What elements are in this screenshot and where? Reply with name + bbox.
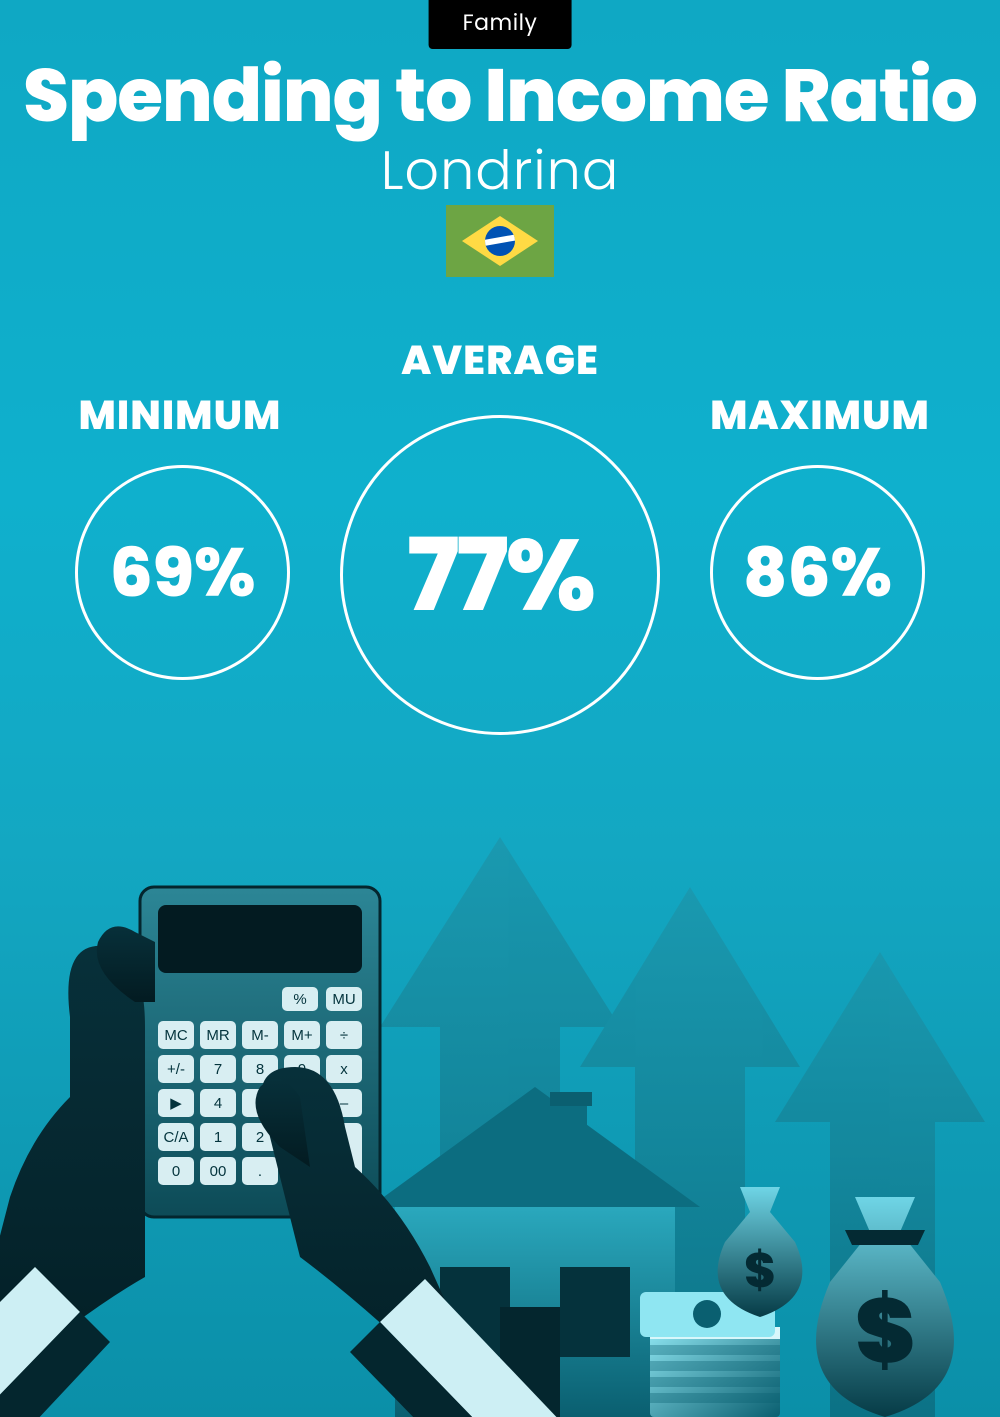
svg-text:M+: M+ <box>291 1027 312 1044</box>
svg-text:7: 7 <box>214 1061 222 1078</box>
svg-text:÷: ÷ <box>340 1027 348 1044</box>
svg-text:1: 1 <box>214 1129 222 1146</box>
value-minimum: 69% <box>110 522 256 624</box>
svg-text:MR: MR <box>206 1027 229 1044</box>
flag-diamond <box>462 216 538 266</box>
svg-text:00: 00 <box>210 1163 227 1180</box>
circle-minimum: 69% <box>75 465 290 680</box>
circle-average: 77% <box>340 415 660 735</box>
country-flag <box>446 205 554 277</box>
svg-text:4: 4 <box>214 1095 222 1112</box>
svg-text:+/-: +/- <box>167 1061 185 1078</box>
svg-text:C/A: C/A <box>163 1129 188 1146</box>
svg-text:%: % <box>293 991 306 1008</box>
flag-globe <box>485 226 515 256</box>
page-subtitle: Londrina <box>0 130 1000 211</box>
svg-text:x: x <box>340 1061 348 1078</box>
svg-text:$: $ <box>855 1267 915 1394</box>
flag-band <box>485 234 515 247</box>
svg-text:0: 0 <box>172 1163 180 1180</box>
label-maximum: MAXIMUM <box>690 385 950 445</box>
svg-text:▶: ▶ <box>170 1095 182 1112</box>
value-average: 77% <box>407 500 593 650</box>
svg-text:M-: M- <box>251 1027 269 1044</box>
svg-text:MC: MC <box>164 1027 187 1044</box>
svg-text:2: 2 <box>256 1129 264 1146</box>
label-minimum: MINIMUM <box>50 385 310 445</box>
svg-text:MU: MU <box>332 991 355 1008</box>
label-average: AVERAGE <box>0 330 1000 390</box>
circle-maximum: 86% <box>710 465 925 680</box>
svg-text:8: 8 <box>256 1061 264 1078</box>
bottom-illustration: $ $ % MU MC MR M- M+ ÷ +/- 7 8 <box>0 767 1000 1417</box>
svg-text:$: $ <box>744 1237 776 1304</box>
svg-text:.: . <box>258 1163 262 1180</box>
value-maximum: 86% <box>743 522 892 624</box>
svg-text:–: – <box>340 1095 349 1112</box>
